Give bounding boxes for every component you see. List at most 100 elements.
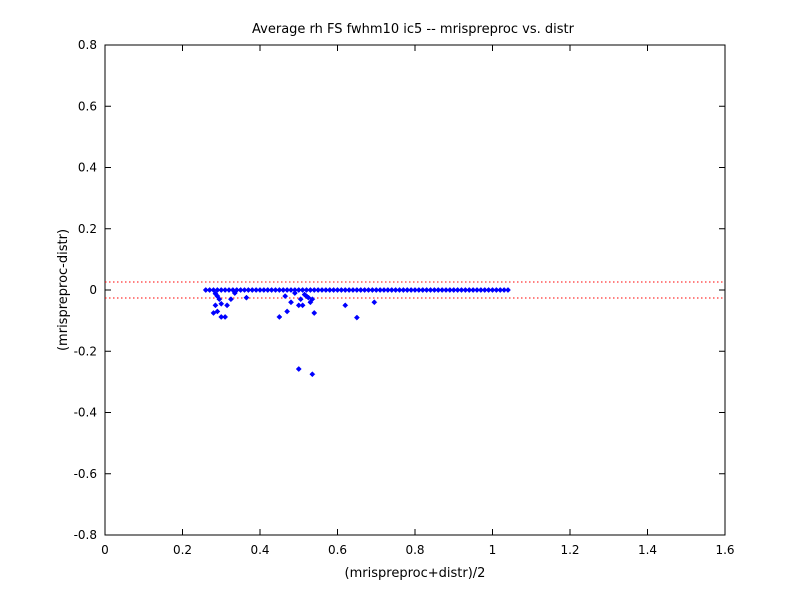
data-point — [245, 287, 252, 293]
data-point — [400, 287, 407, 293]
data-point — [404, 287, 411, 293]
x-tick-label: 0.4 — [250, 543, 269, 557]
data-point — [377, 287, 384, 293]
data-point — [231, 290, 238, 297]
data-point — [218, 287, 225, 293]
data-point — [295, 302, 302, 309]
data-point — [412, 287, 418, 293]
data-point — [268, 287, 275, 293]
y-tick-label: 0.8 — [78, 38, 97, 52]
data-point — [501, 287, 508, 293]
data-point — [322, 287, 329, 293]
data-point — [415, 287, 422, 293]
data-point — [423, 287, 430, 293]
data-point — [309, 371, 316, 378]
data-points — [202, 287, 511, 378]
data-point — [311, 287, 318, 293]
data-point — [396, 287, 403, 293]
data-point — [319, 287, 325, 293]
reference-lines — [105, 281, 725, 299]
data-point — [299, 287, 306, 293]
data-point — [330, 287, 337, 293]
data-point — [365, 287, 372, 293]
x-axis-label: (mrispreproc+distr)/2 — [345, 566, 486, 581]
data-point — [454, 287, 461, 293]
data-point — [282, 293, 289, 300]
data-point — [307, 287, 314, 293]
y-tick-label: 0.6 — [78, 99, 97, 113]
x-tick-label: 0 — [101, 543, 109, 557]
data-point — [466, 287, 473, 293]
x-tick-label: 1.4 — [638, 543, 657, 557]
data-point — [346, 287, 353, 293]
data-point — [212, 302, 219, 309]
data-point — [427, 287, 434, 293]
data-point — [450, 287, 457, 293]
x-tick-label: 0.2 — [173, 543, 192, 557]
data-point — [489, 287, 496, 293]
data-point — [295, 366, 302, 372]
data-point — [226, 287, 232, 293]
x-axis-ticks: 0 0.2 0.4 0.6 0.8 1 1.2 1.4 1.6 — [101, 45, 735, 557]
data-point — [408, 287, 415, 293]
data-point — [477, 287, 484, 293]
data-point — [272, 287, 279, 293]
data-point — [303, 287, 310, 293]
data-point — [361, 287, 368, 293]
x-tick-label: 1.6 — [715, 543, 734, 557]
data-point — [315, 287, 322, 293]
data-point — [276, 313, 283, 320]
data-point — [350, 287, 356, 293]
data-point — [214, 308, 221, 315]
data-point — [334, 287, 341, 293]
data-point — [291, 290, 298, 297]
data-point — [392, 287, 399, 293]
data-point — [299, 302, 306, 309]
data-point — [216, 296, 223, 303]
x-tick-label: 1.2 — [560, 543, 579, 557]
data-point — [288, 299, 294, 306]
data-point — [288, 287, 294, 293]
data-point — [357, 287, 364, 293]
data-point — [353, 287, 360, 293]
data-point — [446, 287, 453, 293]
data-point — [218, 313, 225, 320]
data-point — [224, 302, 231, 309]
data-point — [237, 287, 244, 293]
data-point — [443, 287, 449, 293]
x-tick-label: 0.6 — [328, 543, 347, 557]
data-point — [338, 287, 345, 293]
data-point — [419, 287, 426, 293]
x-tick-label: 0.8 — [405, 543, 424, 557]
y-axis-label: (mrispreproc-distr) — [56, 229, 71, 351]
data-point — [297, 296, 304, 303]
data-point — [257, 287, 263, 293]
data-point — [202, 287, 209, 293]
data-point — [295, 287, 302, 293]
data-point — [373, 287, 380, 293]
y-tick-label: 0.4 — [78, 161, 97, 175]
data-point — [485, 287, 492, 293]
y-tick-label: 0.2 — [78, 222, 97, 236]
data-point — [371, 299, 378, 306]
data-point — [458, 287, 465, 293]
data-point — [241, 287, 248, 293]
data-point — [214, 287, 221, 293]
data-point — [326, 287, 333, 293]
data-point — [384, 287, 391, 293]
data-point — [462, 287, 469, 293]
data-point — [342, 287, 349, 293]
data-point — [353, 314, 360, 321]
data-point — [222, 287, 229, 293]
data-point — [311, 310, 318, 316]
y-axis-ticks: -0.8 -0.6 -0.4 -0.2 0 0.2 0.4 0.6 0.8 — [74, 38, 725, 542]
y-tick-label: 0 — [89, 283, 97, 297]
data-point — [284, 308, 291, 315]
data-point — [264, 287, 271, 293]
data-point — [474, 287, 480, 293]
y-tick-label: -0.6 — [74, 467, 97, 481]
data-point — [210, 287, 217, 293]
y-tick-label: -0.4 — [74, 406, 97, 420]
data-point — [276, 287, 283, 293]
